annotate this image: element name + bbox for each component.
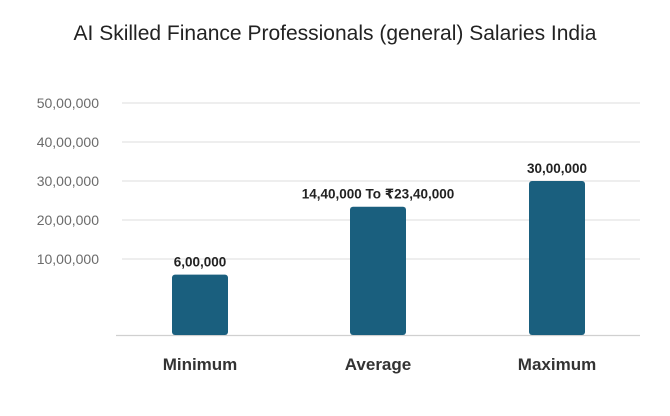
category-label: Average bbox=[345, 355, 411, 374]
y-tick-label: 20,00,000 bbox=[37, 212, 99, 228]
bar-minimum bbox=[172, 274, 228, 335]
y-tick-label: 40,00,000 bbox=[37, 134, 99, 150]
bar-average bbox=[350, 206, 406, 335]
data-label: 30,00,000 bbox=[527, 161, 587, 176]
category-label: Maximum bbox=[518, 355, 596, 374]
y-tick-label: 50,00,000 bbox=[37, 95, 99, 111]
y-tick-label: 10,00,000 bbox=[37, 251, 99, 267]
chart-title: AI Skilled Finance Professionals (genera… bbox=[74, 22, 597, 45]
bar-maximum bbox=[529, 181, 585, 335]
data-label: 14,40,000 To ₹23,40,000 bbox=[302, 187, 455, 202]
y-tick-label: 30,00,000 bbox=[37, 173, 99, 189]
data-label: 6,00,000 bbox=[174, 255, 227, 270]
category-label: Minimum bbox=[163, 355, 238, 374]
